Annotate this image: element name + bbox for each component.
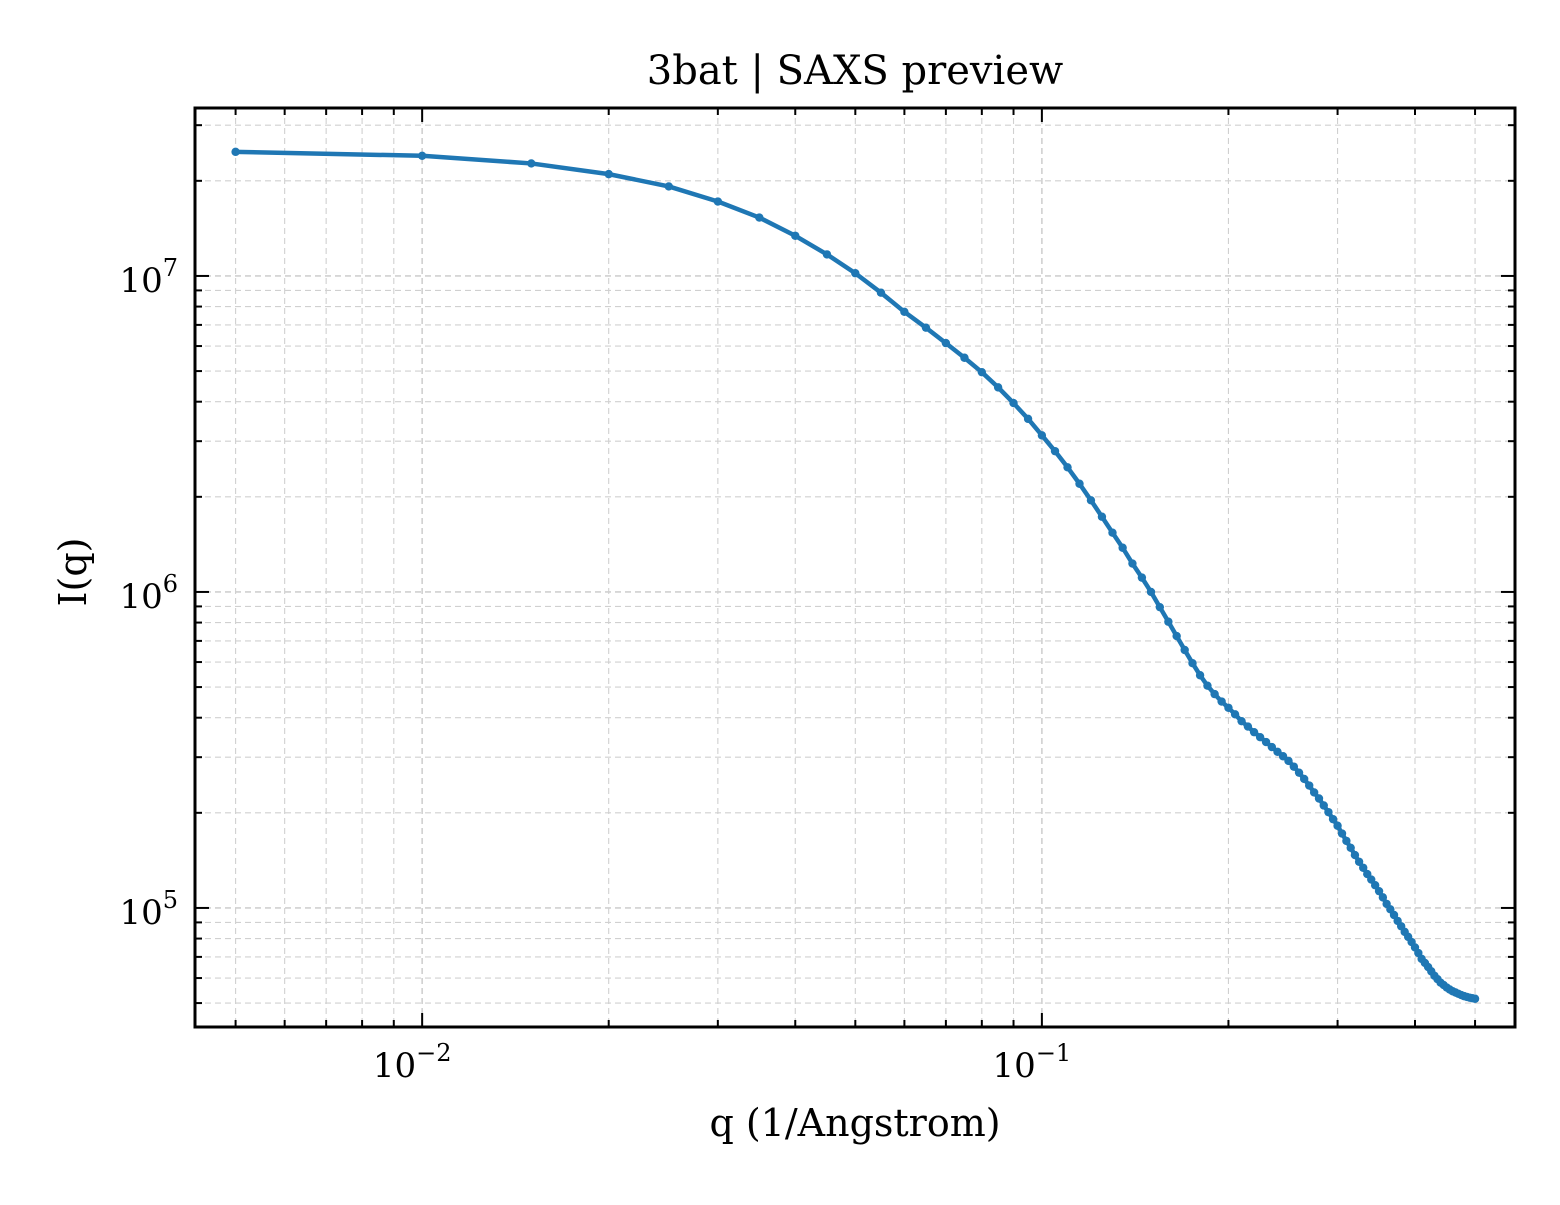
data-point [1243,722,1253,731]
y-axis-label: I(q) [51,538,95,607]
data-point [1146,587,1156,597]
data-point [791,231,800,240]
y-tick-label: 105 [119,886,178,933]
data-point [1108,528,1117,537]
data-point [977,367,987,377]
data-point [1305,781,1314,790]
x-tick-labels: 10−2 10−1 [373,1039,1071,1086]
x-tick-label: 10−2 [373,1039,452,1086]
data-point [1289,762,1299,771]
data-point [1354,857,1364,866]
data-point [1470,994,1480,1003]
data-point [231,147,240,157]
data-point [1217,697,1226,706]
data-point [1097,512,1107,521]
data-point [1294,768,1304,777]
data-point [664,182,673,191]
data-point [1075,479,1084,488]
data-point [1137,573,1147,582]
data-point [1063,463,1072,472]
data-point [1180,645,1189,655]
x-axis-label: q (1/Angstrom) [709,1101,1000,1145]
data-point [604,169,613,179]
data-point [1050,446,1060,456]
data-point [1188,659,1197,668]
data-point [1324,807,1333,817]
data-point [1299,774,1309,784]
data-point [822,250,832,259]
data-point [1210,689,1219,699]
data-point [527,159,536,168]
y-tick-labels: 105 106 107 [119,254,178,933]
data-point [1224,703,1233,712]
data-point [1128,559,1137,568]
data-point [1374,886,1384,896]
data-point [1164,617,1173,626]
grid-lines [195,108,1515,1027]
data-point [1009,398,1018,408]
plot-frame [193,106,1517,1029]
data-point [1037,431,1047,440]
data-point [1314,794,1324,803]
data-point [1118,543,1127,552]
data-point [1172,631,1181,641]
chart-title: 3bat | SAXS preview [647,48,1063,94]
data-point [1086,496,1096,505]
data-point [1267,742,1277,752]
data-point [1350,850,1360,860]
data-point [1237,716,1246,726]
data-point [1195,671,1205,680]
data-point [1342,836,1351,846]
data-point [713,197,723,206]
data-point [921,323,931,332]
data-point [1203,681,1212,690]
x-tick-label: 10−1 [993,1039,1072,1086]
data-point [1284,756,1293,766]
data-point [1333,821,1342,830]
data-point [1249,727,1259,737]
data-point [1370,881,1380,890]
data-point [1309,788,1319,797]
data-point [993,383,1003,392]
data-point [941,338,951,348]
data-point [876,288,886,297]
y-tick-label: 107 [119,254,178,301]
y-tick-label: 106 [119,570,178,617]
data-point [960,353,969,362]
data-point [1359,863,1368,872]
data-point [1261,737,1271,747]
data-point [1346,843,1355,852]
data-point [1337,829,1347,838]
data-point [755,213,764,222]
data-point [1255,733,1265,742]
data-point [1319,801,1328,810]
data-point [1328,814,1338,824]
data-point [851,269,860,278]
data-point [417,151,427,160]
data-point [900,307,909,317]
data-point [1230,710,1240,719]
data-point [1023,414,1033,424]
data-point [1378,893,1388,902]
series-layer [231,147,1480,1003]
data-point [1155,602,1165,612]
